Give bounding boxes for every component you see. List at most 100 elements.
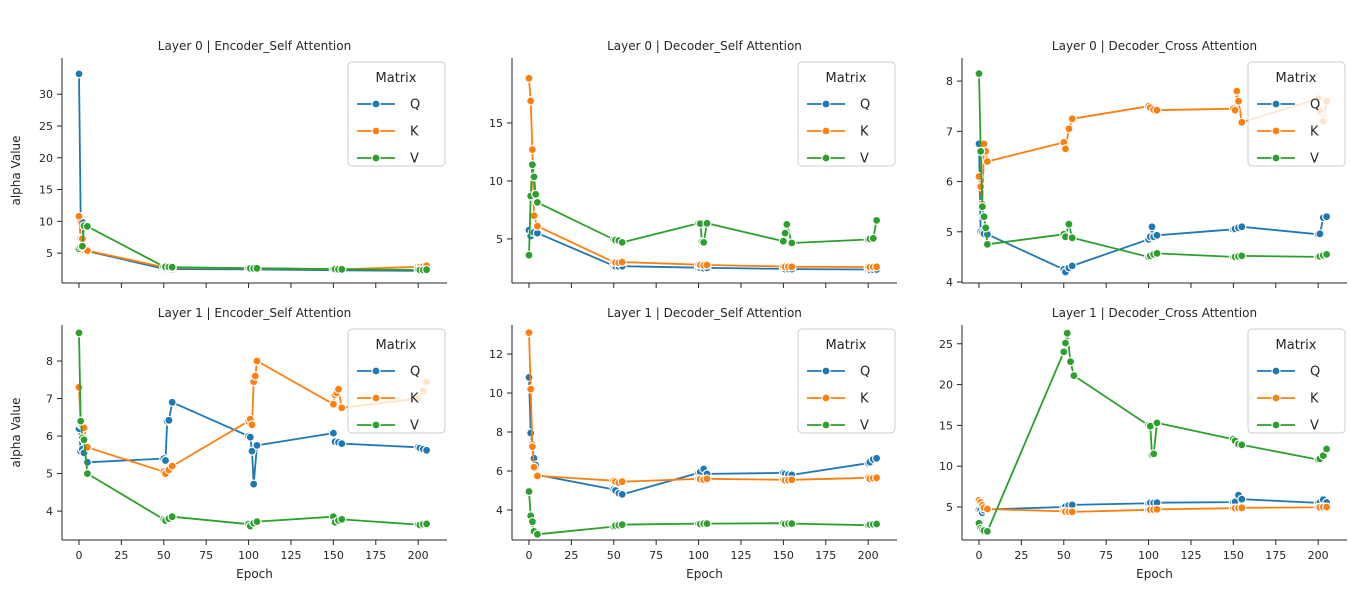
y-tick-label: 6 [496, 465, 503, 478]
x-tick-label: 100 [238, 549, 259, 562]
legend-label: K [860, 392, 869, 407]
axes: 5 10 15 20 25 0 25 50 75 100 125 150 175 200 [939, 325, 1347, 562]
x-tick-label: 125 [1180, 549, 1201, 562]
data-point-V [1237, 251, 1247, 261]
data-point-V [1065, 357, 1076, 367]
data-point-K [532, 221, 543, 231]
series-V [524, 160, 882, 260]
data-point-K [1230, 105, 1240, 115]
y-tick-label: 15 [489, 117, 503, 130]
y-tick-label: 8 [946, 75, 953, 88]
data-point-Q [526, 428, 536, 438]
data-point-K [617, 477, 627, 487]
data-point-V [79, 435, 89, 445]
data-point-K [328, 399, 338, 409]
x-tick-label: 25 [114, 549, 128, 562]
y-tick-label: 10 [939, 460, 953, 473]
x-tick-label: 100 [688, 549, 709, 562]
legend-marker-icon [821, 393, 831, 403]
y-tick-label: 8 [46, 355, 53, 368]
data-point-V [982, 239, 993, 249]
data-point-V [337, 514, 347, 524]
y-tick-label: 10 [489, 175, 503, 188]
data-point-K [74, 382, 84, 392]
data-point-V [337, 264, 347, 274]
x-tick-label: 125 [730, 549, 751, 562]
data-point-V [1149, 449, 1159, 459]
x-tick-label: 75 [1099, 549, 1113, 562]
y-tick-label: 10 [489, 387, 503, 400]
data-point-V [532, 197, 543, 207]
data-point-Q [249, 479, 259, 489]
data-point-K [702, 260, 712, 270]
axes: 5 10 15 20 25 30 [39, 58, 447, 288]
data-point-Q [617, 489, 627, 499]
x-tick-label: 0 [975, 549, 982, 562]
legend-label: V [860, 152, 869, 167]
y-tick-label: 15 [39, 184, 53, 197]
legend-title: Matrix [376, 338, 417, 353]
data-point-K [787, 262, 797, 272]
data-point-K [337, 403, 347, 413]
chart-title: Layer 1 | Decoder_Self Attention [607, 306, 802, 320]
data-point-V [976, 146, 986, 156]
x-axis-label: Epoch [686, 567, 723, 581]
y-tick-label: 7 [946, 125, 953, 138]
data-point-V [1064, 219, 1074, 229]
y-tick-label: 20 [939, 379, 953, 392]
data-point-K [1152, 105, 1162, 115]
chart-svg: Layer 1 | Decoder_Cross Attention 5 10 15 20… [939, 306, 1347, 581]
data-point-Q [1147, 222, 1157, 232]
data-point-V [1152, 418, 1162, 428]
data-point-V [252, 517, 262, 527]
axes: 4 5 6 7 8 0 25 50 75 100 125 150 175 200 [46, 325, 447, 562]
series-V [74, 221, 432, 275]
data-point-K [1232, 86, 1242, 96]
legend-label: K [410, 392, 419, 407]
legend-label: Q [1310, 365, 1320, 380]
data-point-Q [164, 415, 174, 425]
chart-svg: Layer 1 | Decoder_Self Attention 4 6 8 10 12 0… [489, 306, 897, 581]
axes: 5 10 15 [489, 58, 897, 288]
y-tick-label: 4 [46, 505, 53, 518]
legend-marker-icon [1271, 126, 1281, 136]
legend-label: V [1310, 152, 1319, 167]
data-point-K [1064, 124, 1074, 134]
legend-marker-icon [821, 153, 831, 163]
legend-label: K [410, 125, 419, 140]
series-K [974, 495, 1332, 517]
data-point-V [977, 202, 988, 212]
legend: Matrix QKV [1247, 61, 1346, 167]
data-point-V [702, 218, 712, 228]
data-point-V [702, 519, 712, 529]
data-point-K [1067, 114, 1077, 124]
subplot-layer1-decoder-self-attention: Layer 1 | Decoder_Self Attention 4 6 8 10 12 0… [450, 300, 900, 600]
legend-marker-icon [1271, 99, 1281, 109]
series-V [74, 328, 432, 531]
legend-marker-icon [821, 126, 831, 136]
y-tick-label: 30 [39, 88, 53, 101]
chart-svg: Layer 1 | Encoder_Self Attention 4 5 6 7 8 0 25… [9, 306, 447, 581]
chart-svg: Layer 0 | Decoder_Cross Attention 4 5 6 7 8 Ma… [946, 39, 1347, 289]
y-tick-label: 5 [46, 468, 53, 481]
y-tick-label: 5 [46, 247, 53, 260]
data-point-K [1322, 502, 1332, 512]
data-point-V [74, 328, 84, 338]
legend-marker-icon [371, 393, 381, 403]
x-axis-label: Epoch [236, 567, 273, 581]
x-tick-label: 125 [280, 549, 301, 562]
data-point-Q [247, 446, 257, 456]
legend-label: V [410, 419, 419, 434]
data-point-Q [252, 440, 262, 450]
data-point-V [82, 221, 93, 231]
chart-title: Layer 1 | Decoder_Cross Attention [1052, 306, 1257, 320]
legend-title: Matrix [1276, 71, 1317, 86]
x-tick-label: 175 [815, 549, 836, 562]
x-tick-label: 150 [1223, 549, 1244, 562]
data-point-V [974, 68, 984, 79]
data-point-V [524, 250, 534, 260]
subplot-layer1-decoder-cross-attention: Layer 1 | Decoder_Cross Attention 5 10 15 20… [900, 300, 1350, 600]
chart-title: Layer 0 | Decoder_Cross Attention [1052, 39, 1257, 53]
data-point-Q [1237, 222, 1247, 232]
x-tick-label: 0 [75, 549, 82, 562]
